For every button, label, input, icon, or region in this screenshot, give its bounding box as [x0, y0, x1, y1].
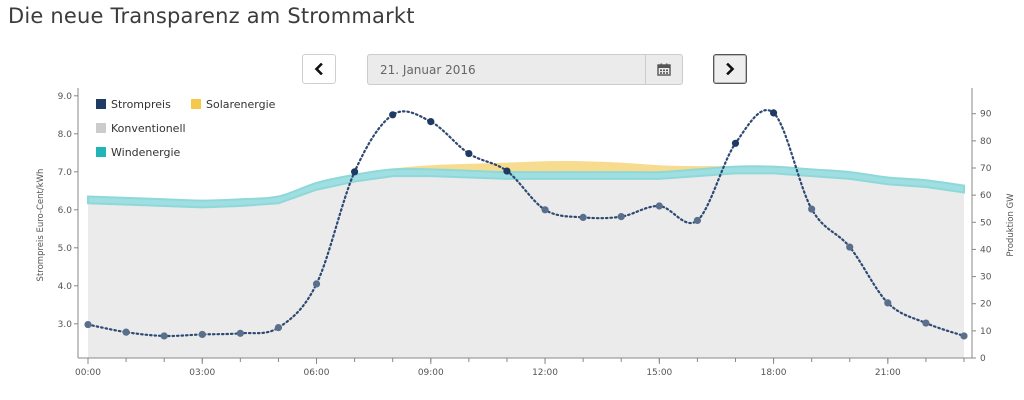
y-right-tick-label: 10: [980, 327, 992, 337]
y-right-tick-label: 70: [980, 164, 992, 174]
x-tick-label: 21:00: [875, 368, 901, 378]
y-axis-left-title: Strompreis Euro-Cent/kWh: [36, 169, 46, 282]
x-tick-label: 06:00: [304, 368, 330, 378]
point-strompreis: [541, 206, 549, 214]
y-right-tick-label: 90: [980, 110, 992, 120]
point-strompreis: [312, 280, 321, 288]
x-tick-label: 12:00: [532, 368, 558, 378]
point-strompreis: [389, 111, 397, 119]
y-right-tick-label: 80: [980, 137, 992, 147]
legend-swatch: [191, 99, 201, 109]
y-right-tick-label: 50: [980, 218, 992, 228]
point-strompreis: [503, 167, 511, 175]
x-tick-label: 00:00: [75, 368, 101, 378]
point-strompreis: [274, 324, 283, 332]
legend-label: Windenergie: [111, 146, 181, 159]
y-right-tick-label: 40: [980, 245, 992, 255]
area-solarenergie: [88, 161, 964, 201]
point-strompreis: [693, 216, 701, 225]
point-strompreis: [846, 243, 854, 251]
point-strompreis: [236, 329, 244, 337]
point-strompreis: [960, 332, 968, 340]
next-day-button[interactable]: [713, 54, 747, 84]
legend-swatch: [96, 147, 106, 157]
y-left-tick-label: 9.0: [58, 92, 73, 102]
point-strompreis: [884, 299, 892, 307]
y-right-tick-label: 20: [980, 300, 992, 310]
area-windenergie: [87, 165, 965, 209]
x-tick-label: 15:00: [646, 368, 672, 378]
date-input[interactable]: 21. Januar 2016: [380, 62, 476, 77]
y-left-tick-label: 6.0: [58, 206, 73, 216]
area-konventionell: [88, 173, 964, 358]
y-right-tick-label: 30: [980, 273, 992, 283]
y-left-tick-label: 5.0: [58, 244, 73, 254]
y-left-tick-label: 3.0: [58, 320, 73, 330]
point-strompreis: [617, 213, 625, 221]
point-strompreis: [465, 149, 473, 158]
point-strompreis: [579, 213, 587, 221]
calendar-icon: [657, 63, 671, 76]
point-strompreis: [122, 328, 130, 336]
y-left-tick-label: 7.0: [58, 168, 73, 178]
legend-label: Solarenergie: [206, 98, 276, 111]
page-title: Die neue Transparenz am Strommarkt: [8, 4, 415, 28]
x-tick-label: 03:00: [189, 368, 215, 378]
point-strompreis: [84, 320, 92, 329]
legend-swatch: [96, 99, 106, 109]
point-strompreis: [351, 168, 359, 176]
legend-swatch: [96, 123, 106, 133]
y-axis-right-title: Produktion GW: [1006, 193, 1016, 257]
point-strompreis: [655, 202, 663, 210]
point-strompreis: [769, 109, 778, 117]
point-strompreis: [427, 118, 435, 126]
x-tick-label: 18:00: [761, 368, 787, 378]
point-strompreis: [922, 319, 930, 327]
date-picker[interactable]: 21. Januar 2016: [367, 54, 683, 85]
y-right-tick-label: 60: [980, 191, 992, 201]
legend-label: Strompreis: [111, 98, 171, 111]
legend-label: Konventionell: [111, 122, 186, 135]
y-left-tick-label: 8.0: [58, 130, 73, 140]
point-strompreis: [198, 330, 206, 339]
point-strompreis: [731, 139, 740, 147]
calendar-button[interactable]: [645, 55, 682, 84]
y-right-tick-label: 0: [980, 354, 986, 364]
point-strompreis: [160, 332, 168, 340]
previous-day-button[interactable]: [302, 54, 336, 84]
chevron-left-icon: [314, 63, 323, 75]
chevron-right-icon: [726, 63, 735, 75]
point-strompreis: [808, 205, 816, 213]
x-tick-label: 09:00: [418, 368, 444, 378]
y-left-tick-label: 4.0: [58, 282, 73, 292]
